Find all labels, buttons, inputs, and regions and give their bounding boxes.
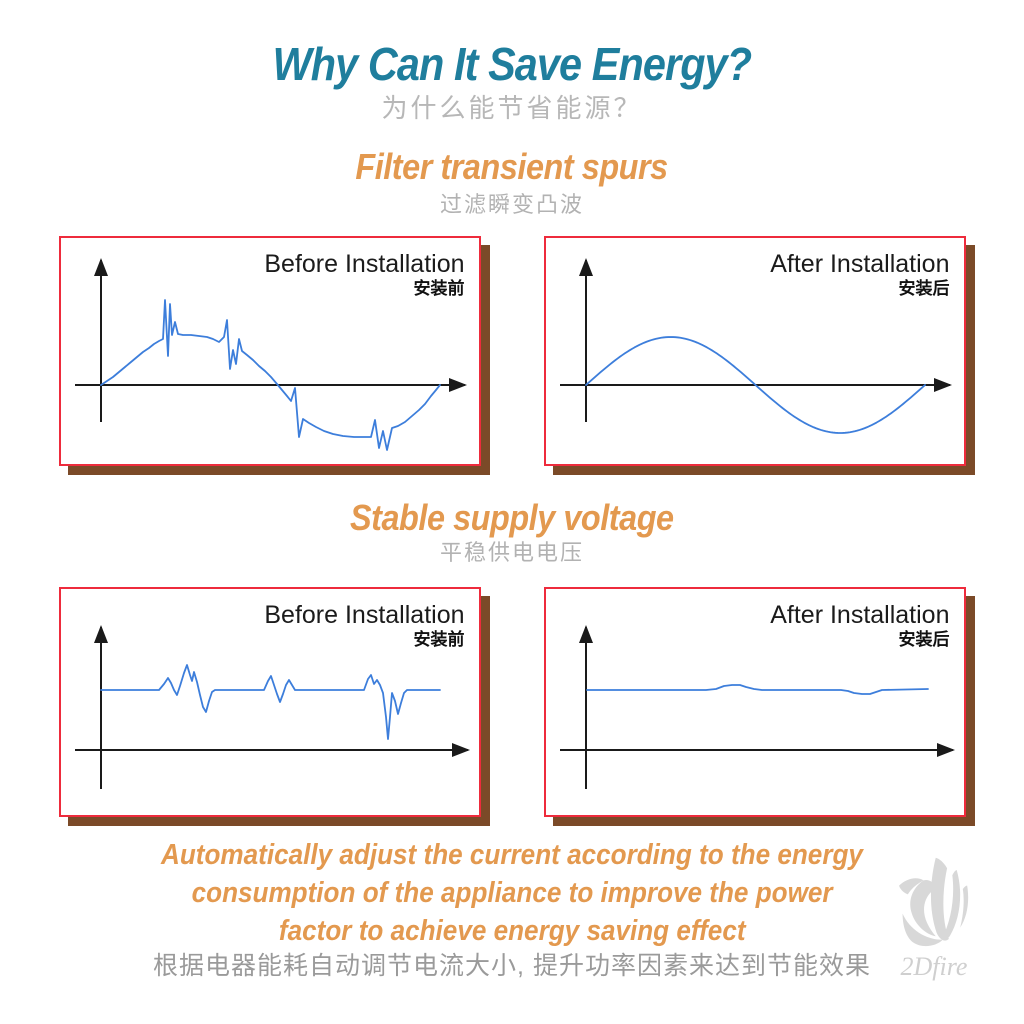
2dfire-logo-text: 2Dfire bbox=[900, 952, 968, 981]
section-title-voltage-zh: 平稳供电电压 bbox=[439, 540, 584, 565]
waveform-plot-noisy-sine bbox=[74, 258, 467, 451]
waveform-plot-noisy-flat bbox=[74, 625, 470, 789]
footer-line-1: Automatically adjust the current accordi… bbox=[161, 839, 863, 871]
section-title-filter-zh: 过滤瞬变凸波 bbox=[439, 192, 584, 217]
section-title-filter: Filter transient spurs bbox=[355, 146, 669, 187]
page-title: Why Can It Save Energy? bbox=[272, 38, 752, 90]
panel-label-zh: 安装前 bbox=[413, 630, 465, 649]
filter-panels-row: Before Installation 安装前 After Installati… bbox=[0, 236, 1024, 466]
panel-voltage-after: After Installation 安装后 bbox=[543, 587, 966, 817]
2dfire-logo: 2Dfire bbox=[878, 856, 990, 982]
page-title-zh: 为什么能节省能源？ bbox=[381, 93, 643, 123]
2dfire-flame-icon bbox=[899, 857, 969, 947]
panel-label-zh: 安装前 bbox=[413, 279, 465, 298]
waveform-plot-clean-sine bbox=[559, 258, 952, 434]
panel-labels: After Installation 安装后 bbox=[770, 250, 949, 299]
footer-caption-zh: 根据电器能耗自动调节电流大小, 提升功率因素来达到节能效果 bbox=[153, 952, 871, 980]
panel-filter-after: After Installation 安装后 bbox=[543, 236, 966, 466]
waveform-plot-stable-flat bbox=[559, 625, 955, 789]
footer-caption: Automatically adjust the current accordi… bbox=[0, 836, 1024, 950]
panel-label-en: After Installation bbox=[770, 601, 950, 629]
panel-filter-before: Before Installation 安装前 bbox=[58, 236, 481, 466]
panel-labels: After Installation 安装后 bbox=[770, 601, 949, 650]
panel-label-en: Before Installation bbox=[264, 601, 465, 629]
voltage-panels-row: Before Installation 安装前 After Installati… bbox=[0, 587, 1024, 817]
panel-label-en: After Installation bbox=[770, 250, 950, 278]
footer-line-2: consumption of the appliance to improve … bbox=[191, 877, 833, 909]
panel-voltage-before: Before Installation 安装前 bbox=[58, 587, 481, 817]
panel-label-zh: 安装后 bbox=[898, 630, 950, 649]
panel-labels: Before Installation 安装前 bbox=[264, 601, 464, 650]
panel-labels: Before Installation 安装前 bbox=[264, 250, 464, 299]
section-title-voltage: Stable supply voltage bbox=[350, 497, 674, 538]
panel-label-zh: 安装后 bbox=[898, 279, 950, 298]
footer-line-3: factor to achieve energy saving effect bbox=[278, 915, 746, 947]
panel-label-en: Before Installation bbox=[264, 250, 465, 278]
